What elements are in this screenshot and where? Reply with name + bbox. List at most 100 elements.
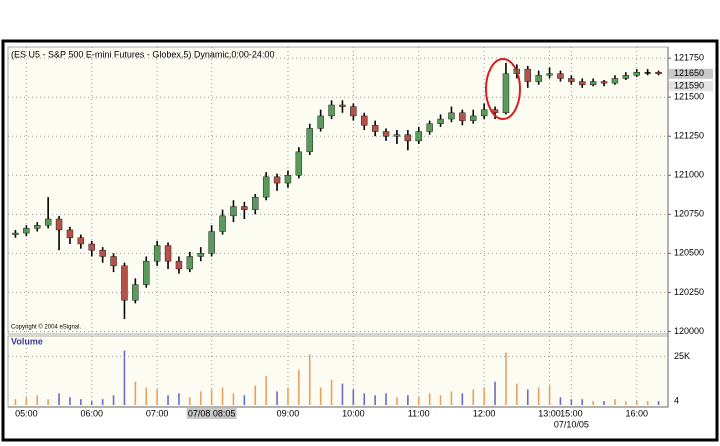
volume-bar xyxy=(69,397,71,405)
price-panel xyxy=(7,46,669,335)
x-sublabel: 07/10/05 xyxy=(554,419,589,429)
volume-bar xyxy=(232,393,235,405)
candle-body xyxy=(197,253,204,257)
volume-bar xyxy=(319,387,322,405)
y-tick-label: 121500 xyxy=(674,92,704,102)
price-marker-box xyxy=(669,68,713,79)
candle-body xyxy=(328,104,335,117)
volume-bar xyxy=(374,395,376,405)
volume-title: Volume xyxy=(11,336,43,346)
volume-bar xyxy=(254,385,257,405)
volume-bar xyxy=(417,397,420,405)
candle-body xyxy=(164,245,172,262)
candle-body xyxy=(361,115,368,126)
volume-bar xyxy=(614,399,616,405)
volume-bar xyxy=(439,395,442,405)
candle-body xyxy=(175,260,183,270)
mark-layer xyxy=(12,62,662,405)
volume-bar xyxy=(167,395,169,405)
x-tick-label: 05:00 xyxy=(15,408,38,418)
candle-body xyxy=(535,75,542,82)
candle-body xyxy=(426,123,433,132)
y-tick-label: 120250 xyxy=(674,287,704,297)
candle-body xyxy=(88,243,95,251)
y-tick-label: 121000 xyxy=(674,170,704,180)
x-tick-highlight xyxy=(186,408,237,419)
candle-body xyxy=(295,151,303,176)
x-tick-label: 16:00 xyxy=(625,408,648,418)
volume-bar xyxy=(407,395,409,405)
candle-body xyxy=(404,134,412,142)
volume-bar xyxy=(221,387,224,405)
candle-body xyxy=(230,206,237,217)
candle-body xyxy=(480,109,488,117)
candle-body xyxy=(611,78,619,84)
x-tick-label: 13:00 xyxy=(538,408,561,418)
volume-bar xyxy=(243,395,246,405)
volume-bar xyxy=(156,389,158,405)
copyright: Copyright © 2004 eSignal. xyxy=(11,324,81,331)
chart-title: (ES U5 - S&P 500 E-mini Futures - Globex… xyxy=(11,49,274,59)
volume-bar xyxy=(472,389,475,405)
candle-body xyxy=(55,218,63,231)
candle-body xyxy=(143,260,150,285)
candle-body xyxy=(382,131,390,137)
candle-body xyxy=(44,218,52,226)
volume-bar xyxy=(450,391,453,405)
candle-body xyxy=(470,115,477,121)
volume-bar xyxy=(537,387,540,405)
volume-bar xyxy=(80,399,82,405)
volume-bar xyxy=(199,391,202,405)
volume-bar xyxy=(592,401,594,405)
candle-body xyxy=(633,72,640,76)
y-tick-label: 121750 xyxy=(674,53,704,63)
y-tick-label: 120500 xyxy=(674,248,704,258)
volume-bar xyxy=(276,391,278,405)
x-tick-label: 09:00 xyxy=(277,408,300,418)
volume-bar xyxy=(581,399,584,405)
volume-bar xyxy=(461,393,464,405)
x-tick-label: 06:00 xyxy=(80,408,103,418)
x-tick-label: 07:00 xyxy=(146,408,169,418)
volume-bar xyxy=(101,399,104,405)
candle-body xyxy=(99,250,106,257)
candle-body xyxy=(153,245,161,262)
candle-body xyxy=(557,73,564,79)
volume-bar xyxy=(635,401,638,405)
volume-bar xyxy=(58,393,60,405)
candle-body xyxy=(252,196,259,210)
volume-bar xyxy=(178,393,180,405)
volume-bar xyxy=(210,389,213,405)
volume-bar xyxy=(14,399,17,405)
volume-bar xyxy=(265,375,267,405)
volume-bar xyxy=(363,393,366,405)
candle-body xyxy=(448,112,455,120)
candle-body xyxy=(262,176,270,198)
volume-bar xyxy=(189,397,191,405)
volume-tick-label: 4 xyxy=(674,395,679,405)
candle-body xyxy=(437,118,444,124)
candle-body xyxy=(284,175,292,184)
candle-body xyxy=(132,284,139,301)
candle-body xyxy=(306,128,313,153)
candle-body xyxy=(579,81,586,85)
candle-body xyxy=(339,104,346,107)
volume-bar xyxy=(352,389,355,405)
volume-bar xyxy=(145,387,148,405)
candle-body xyxy=(219,215,226,232)
candle-body xyxy=(66,229,74,238)
candle-body xyxy=(23,228,30,234)
volume-bar xyxy=(505,352,507,405)
candle-body xyxy=(350,106,357,117)
x-tick-label: 12:00 xyxy=(473,408,496,418)
x-tick-label: 11:00 xyxy=(408,408,430,418)
volume-bar xyxy=(298,370,300,405)
volume-bar xyxy=(341,383,344,405)
candle-body xyxy=(34,225,41,229)
volume-bar xyxy=(548,385,551,405)
volume-bar xyxy=(112,395,115,405)
volume-bar xyxy=(330,379,333,405)
candle-body xyxy=(568,78,575,82)
volume-tick-label: 25K xyxy=(674,351,690,361)
